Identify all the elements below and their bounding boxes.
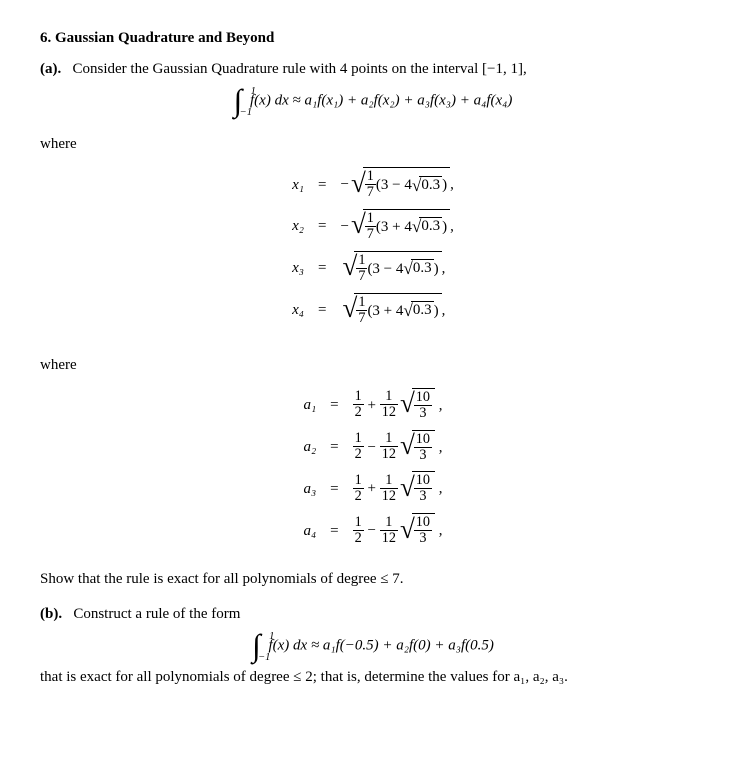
quad-term-2: a₂f(x₂) <box>361 92 400 108</box>
a-row: a₁=12 + 112√103 , <box>297 386 448 426</box>
section-title: 6. Gaussian Quadrature and Beyond <box>40 30 706 47</box>
partb-eq: ∫ 1 −1 f(x) dx ≈ a₁f(−0.5) + a₂f(0) + a₃… <box>40 635 706 657</box>
part-b-label: (b). <box>40 606 62 622</box>
b-term-1: a₁f(−0.5) <box>323 638 379 654</box>
x-row: x₄=√17(3 + 4√0.3), <box>286 291 460 331</box>
approx-sign: ≈ <box>293 92 301 108</box>
part-a: (a). Consider the Gaussian Quadrature ru… <box>40 61 706 78</box>
a-weights-table: a₁=12 + 112√103 ,a₂=12 − 112√103 ,a₃=12 … <box>295 384 450 554</box>
part-a-label: (a). <box>40 61 61 77</box>
x-nodes-table: x₁=−√17(3 − 4√0.3),x₂=−√17(3 + 4√0.3),x₃… <box>284 163 462 333</box>
part-b: (b). Construct a rule of the form <box>40 606 706 623</box>
quadrature-eq: ∫ 1 −1 f(x) dx ≈ a₁f(x₁) + a₂f(x₂) + a₃f… <box>40 90 706 112</box>
approx-sign-b: ≈ <box>311 638 319 654</box>
show-exact-line: Show that the rule is exact for all poly… <box>40 571 706 588</box>
x-row: x₃=√17(3 − 4√0.3), <box>286 249 460 289</box>
x-row: x₂=−√17(3 + 4√0.3), <box>286 207 460 247</box>
a-row: a₂=12 − 112√103 , <box>297 428 448 468</box>
part-a-intro: Consider the Gaussian Quadrature rule wi… <box>73 61 527 77</box>
part-b-intro: Construct a rule of the form <box>73 606 240 622</box>
where-2: where <box>40 357 706 374</box>
integral-symbol-b: ∫ 1 −1 <box>252 635 261 657</box>
quad-term-1: a₁f(x₁) <box>304 92 343 108</box>
b-term-3: a₃f(0.5) <box>448 638 494 654</box>
part-b-last: that is exact for all polynomials of deg… <box>40 669 706 686</box>
where-1: where <box>40 136 706 153</box>
a-row: a₄=12 − 112√103 , <box>297 511 448 551</box>
x-row: x₁=−√17(3 − 4√0.3), <box>286 165 460 205</box>
b-term-2: a₂f(0) <box>396 638 430 654</box>
quad-term-3: a₃f(x₃) <box>417 92 456 108</box>
quad-term-4: a₄f(x₄) <box>474 92 513 108</box>
integral-symbol: ∫ 1 −1 <box>234 90 243 112</box>
a-row: a₃=12 + 112√103 , <box>297 469 448 509</box>
